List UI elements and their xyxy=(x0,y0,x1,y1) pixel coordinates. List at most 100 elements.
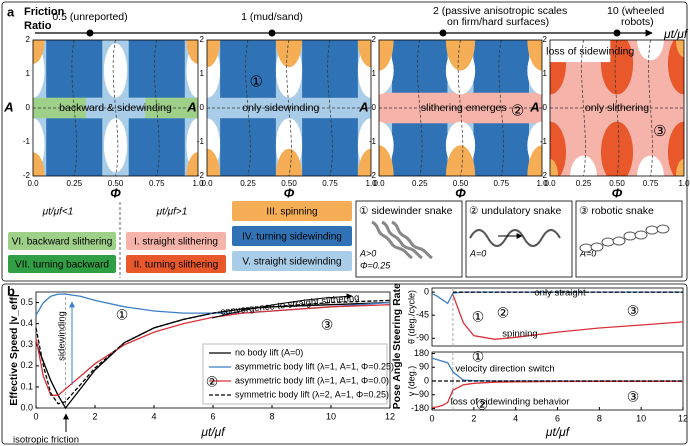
annotation: convergence to straight slithering xyxy=(220,292,360,318)
y-tick-label: 2 xyxy=(372,35,377,44)
series-line xyxy=(35,304,391,396)
y-tick-label: -2 xyxy=(23,171,31,180)
legend-text: IV. turning sidewinding xyxy=(242,232,342,243)
annotation: ① xyxy=(116,307,129,323)
y-tick-label: 2 xyxy=(200,35,205,44)
snake-drawing xyxy=(391,220,433,260)
x-tick-label: 0 xyxy=(33,411,38,421)
y-tick-label: 0.4 xyxy=(20,318,33,328)
boundary xyxy=(154,40,160,176)
y-tick-label: -2 xyxy=(197,171,205,180)
region-label: loss of sidewinding xyxy=(546,46,634,58)
region xyxy=(275,148,303,176)
y-axis-label: θ̇ (deg./cycle) xyxy=(406,290,416,344)
annotation: ① xyxy=(472,349,485,365)
phase-map xyxy=(33,40,198,176)
region xyxy=(675,40,684,57)
legend-swatch xyxy=(8,255,116,273)
panel-a-border xyxy=(1,1,688,282)
region xyxy=(220,40,276,98)
y-axis-label: γ (deg.) xyxy=(406,366,416,397)
region xyxy=(445,145,476,176)
panel-label: b xyxy=(7,283,15,298)
phase-map xyxy=(379,40,542,176)
x-tick-label: 12 xyxy=(385,411,395,421)
map-frame xyxy=(549,39,685,177)
y-axis-label: A xyxy=(186,99,196,114)
annotation: ② xyxy=(497,305,510,321)
annotation: ③ xyxy=(627,389,640,405)
annotation: ① xyxy=(472,309,485,325)
region xyxy=(637,40,664,61)
y-tick-label: 180 xyxy=(414,348,429,358)
snake-drawing xyxy=(590,242,604,252)
legend-label: asymmetric body lift (λ=1, A=1, Φ=0.0) xyxy=(235,375,389,385)
y-tick-label: 0.2 xyxy=(20,360,33,370)
x-tick-label: 0.25 xyxy=(412,179,428,188)
ratio-label: on firm/hard surfaces) xyxy=(447,16,549,28)
ratio-dot xyxy=(613,29,621,37)
x-tick-label: 0 xyxy=(429,413,434,423)
y-tick-label: -90 xyxy=(416,333,429,343)
snake-title: ③ robotic snake xyxy=(579,205,654,217)
x-tick-label: 2 xyxy=(471,413,476,423)
y-tick-label: -2 xyxy=(369,171,377,180)
x-tick-label: 8 xyxy=(597,413,602,423)
x-tick-label: 1.0 xyxy=(678,179,690,188)
legend-text: V. straight sidewinding xyxy=(242,257,341,268)
region xyxy=(275,40,303,68)
ratio-label: 1 (mud/sand) xyxy=(241,11,303,23)
y-tick-label: -45 xyxy=(416,310,429,320)
region xyxy=(379,145,394,176)
x-tick-label: 0.0 xyxy=(544,179,556,188)
region xyxy=(357,148,371,176)
region xyxy=(46,40,103,98)
x-tick-label: 10 xyxy=(636,413,646,423)
region xyxy=(550,159,559,176)
snake-box xyxy=(355,200,463,278)
x-axis-label: μt/μf xyxy=(200,425,226,439)
x-tick-label: 0.75 xyxy=(493,179,509,188)
snake-param: A>0 xyxy=(359,248,376,258)
y-tick-label: 0 xyxy=(424,286,429,296)
boundary xyxy=(245,40,251,176)
ratio-label: 2 (passive anisotropic scales xyxy=(433,5,567,17)
legend-swatch xyxy=(8,232,116,250)
y-tick-label: 0.5 xyxy=(20,297,33,307)
legend-label: asymmetric body lift (λ=1, A=1, Φ=0.25) xyxy=(235,361,394,371)
boundary xyxy=(417,40,423,176)
boundary xyxy=(286,40,292,176)
y-tick-label: 0 xyxy=(26,103,31,112)
y-tick-label: -1 xyxy=(369,137,377,146)
x-tick-label: 0.0 xyxy=(201,179,213,188)
y-tick-label: 0.3 xyxy=(20,339,33,349)
marker: ③ xyxy=(653,123,666,140)
region xyxy=(46,118,103,176)
x-tick-label: 6 xyxy=(555,413,560,423)
x-tick-label: 4 xyxy=(151,411,156,421)
region xyxy=(207,148,221,176)
y-tick-label: -1 xyxy=(197,137,205,146)
x-axis-label: Φ xyxy=(455,185,466,200)
x-tick-label: 0.50 xyxy=(108,179,124,188)
legend-text: II. turning slithering xyxy=(134,260,219,271)
y-tick-label: -2 xyxy=(540,171,548,180)
snake-drawing xyxy=(601,237,615,247)
x-tick-label: 0.50 xyxy=(281,179,297,188)
x-tick-label: 2 xyxy=(92,411,97,421)
region xyxy=(675,159,684,176)
x-tick-label: 6 xyxy=(210,411,215,421)
region xyxy=(220,118,276,176)
region xyxy=(128,40,185,98)
region-label: only sidewinding xyxy=(242,102,319,114)
title-line: Friction xyxy=(24,6,65,18)
phase-map xyxy=(550,40,684,176)
map-frame xyxy=(206,39,372,177)
boundary xyxy=(498,40,504,176)
snake-drawing xyxy=(634,230,648,240)
y-tick-label: -90 xyxy=(416,389,429,399)
x-tick-label: 0.50 xyxy=(609,179,625,188)
annotation: ③ xyxy=(627,303,640,319)
y-tick-label: 2 xyxy=(26,35,31,44)
snake-drawing xyxy=(645,225,659,235)
